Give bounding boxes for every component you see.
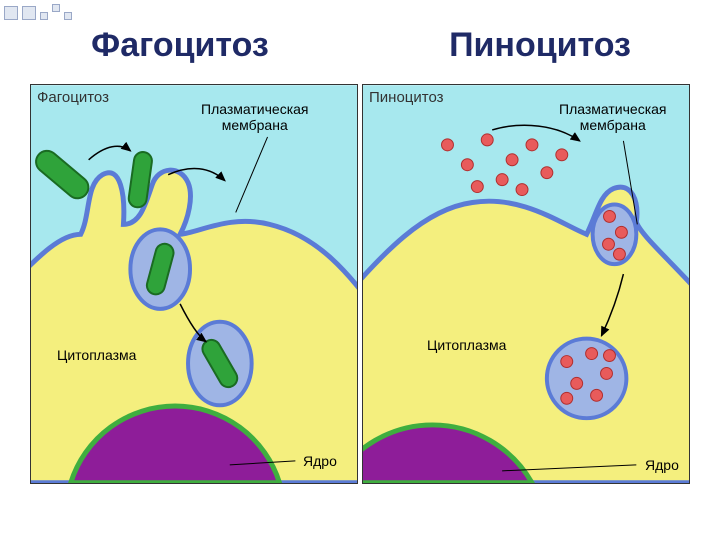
title-left: Фагоцитоз [0, 26, 360, 65]
panel-phagocytosis: Фагоцитоз Плазматическая мембрана Цитопл… [30, 84, 358, 484]
cytoplasm-label-right: Цитоплазма [427, 337, 506, 353]
corner-label-left: Фагоцитоз [37, 89, 109, 106]
nucleus-label-left: Ядро [303, 453, 337, 469]
nucleus-label-right: Ядро [645, 457, 679, 473]
cytoplasm-label-left: Цитоплазма [57, 347, 136, 363]
panel-pinocytosis: Пиноцитоз Плазматическая мембрана Цитопл… [362, 84, 690, 484]
title-row: Фагоцитоз Пиноцитоз [0, 26, 720, 65]
phagocytosis-svg [31, 85, 357, 483]
pinocytosis-svg [363, 85, 689, 483]
diagram-row: Фагоцитоз Плазматическая мембрана Цитопл… [30, 84, 690, 484]
slide-corner-decoration [4, 4, 124, 24]
membrane-label-right: Плазматическая мембрана [559, 101, 667, 133]
title-right: Пиноцитоз [360, 26, 720, 65]
membrane-label-left: Плазматическая мембрана [201, 101, 309, 133]
corner-label-right: Пиноцитоз [369, 89, 444, 106]
